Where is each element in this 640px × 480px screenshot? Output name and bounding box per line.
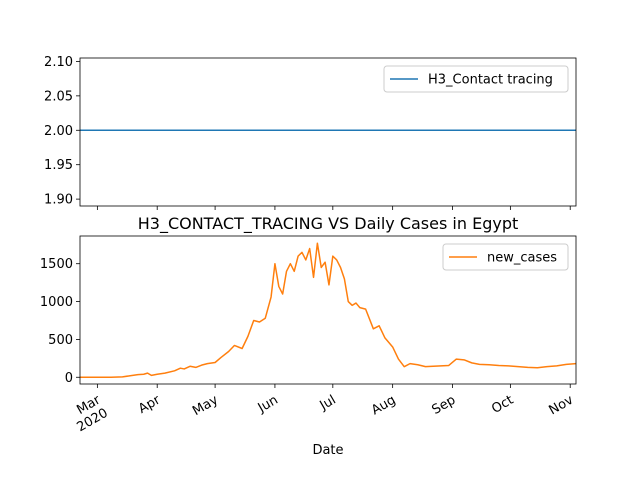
x-tick-label: Jul (317, 393, 339, 414)
legend-box (442, 243, 569, 271)
legend: H3_Contact tracing (383, 65, 569, 93)
y-tick-label: 500 (48, 333, 73, 348)
y-tick-label: 2.10 (44, 55, 73, 70)
y-tick-label: 2.00 (44, 124, 73, 139)
legend-label: new_cases (487, 251, 557, 266)
x-tick-label-line: Jul (317, 393, 339, 414)
x-axis-label: Date (312, 443, 343, 458)
y-tick-label: 1.95 (44, 158, 73, 173)
series-line-0 (80, 242, 577, 379)
y-tick-label: 1.90 (44, 193, 73, 208)
axes-frame (79, 235, 577, 385)
y-tick-label: 0 (65, 371, 73, 386)
axes-frame (79, 57, 577, 207)
top-axes: 1.90 1.95 2.00 2.05 2.10 H3_Contact tracing (44, 55, 577, 210)
legend-label: H3_Contact tracing (428, 73, 553, 88)
y-tick-label: 1500 (40, 257, 73, 272)
chart-title: H3_CONTACT_TRACING VS Daily Cases in Egy… (138, 214, 519, 234)
bottom-axes: 0 500 1000 1500 new_cases H3_CONTACT_TRACING … (40, 214, 577, 458)
y-tick-label: 1000 (40, 295, 73, 310)
legend: new_cases (442, 243, 569, 271)
y-tick-label: 2.05 (44, 89, 73, 104)
legend-box (383, 65, 569, 93)
